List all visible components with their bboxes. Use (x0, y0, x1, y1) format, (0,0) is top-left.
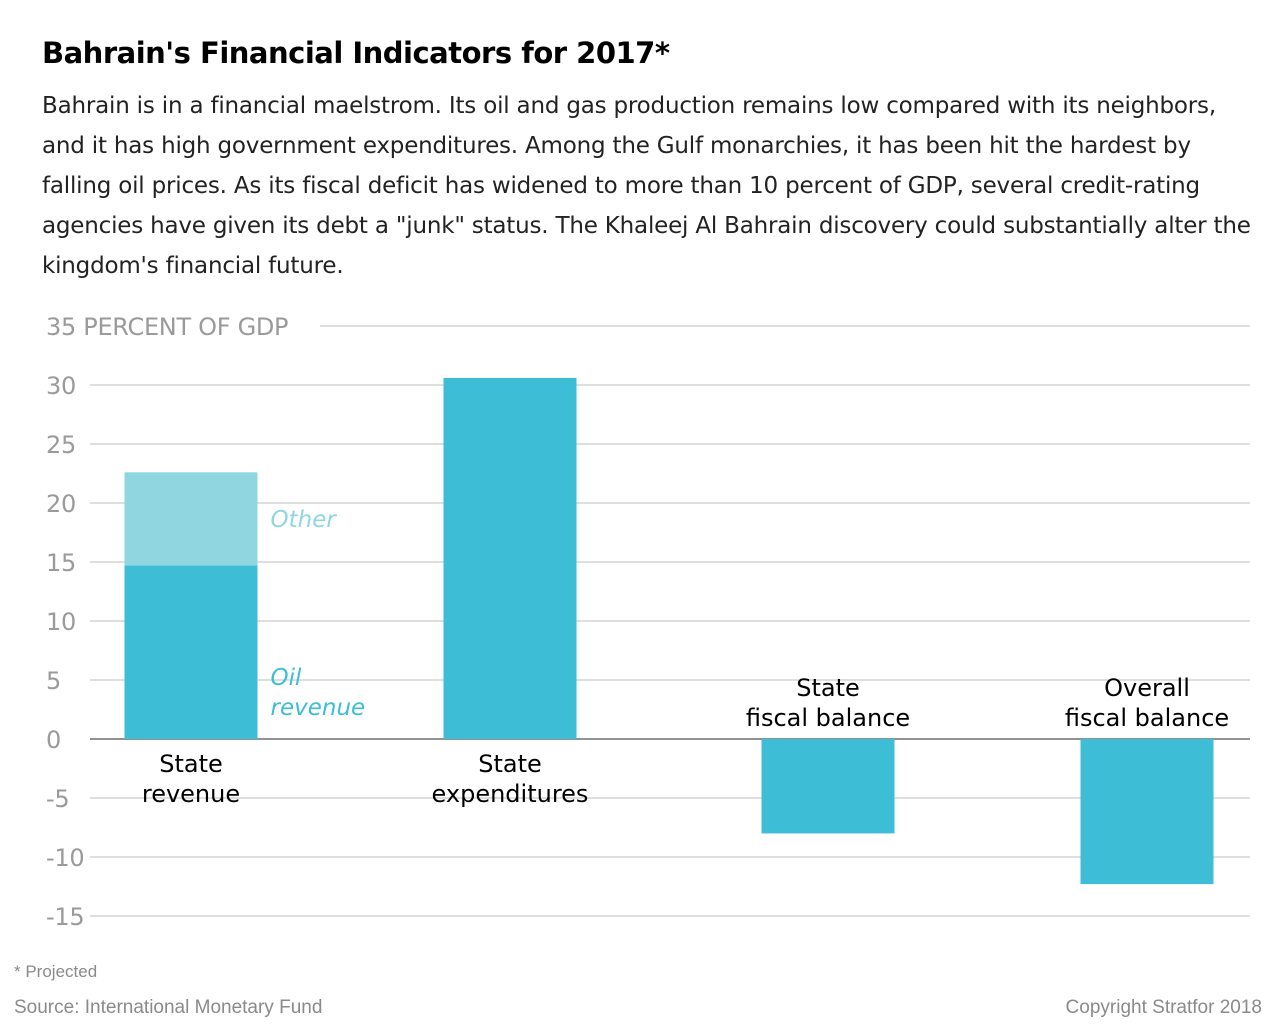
category-label: State (796, 674, 860, 702)
category-label: expenditures (432, 780, 589, 808)
copyright-note: Copyright Stratfor 2018 (1065, 997, 1262, 1018)
chart-title: Bahrain's Financial Indicators for 2017* (42, 36, 670, 70)
segment-label: Oil (271, 665, 302, 691)
segment-label: revenue (271, 695, 366, 721)
y-tick-label: -10 (46, 844, 84, 872)
footnote: * Projected (14, 962, 98, 981)
category-label: State (478, 750, 542, 778)
bar-segment (124, 472, 258, 566)
category-label: Overall (1104, 674, 1190, 702)
y-tick-label: -15 (46, 903, 84, 931)
bar-segment (124, 565, 258, 739)
y-tick-label: 20 (46, 490, 76, 518)
category-label: revenue (142, 780, 240, 808)
bar (761, 739, 895, 834)
category-label: State (159, 750, 223, 778)
y-tick-label: 25 (46, 431, 76, 459)
y-tick-label: 10 (46, 608, 76, 636)
y-tick-label: -5 (46, 785, 69, 813)
y-axis-label: 35 PERCENT OF GDP (46, 313, 288, 341)
bar (443, 377, 577, 739)
chart-subtitle: Bahrain is in a financial maelstrom. Its… (42, 93, 1251, 279)
y-tick-label: 5 (46, 667, 61, 695)
bar (1080, 739, 1214, 885)
y-tick-label: 0 (46, 726, 61, 754)
y-tick-label: 15 (46, 549, 76, 577)
segment-label: Other (271, 507, 338, 533)
y-tick-label: 30 (46, 372, 76, 400)
category-label: fiscal balance (1065, 704, 1229, 732)
category-label: fiscal balance (746, 704, 910, 732)
source-note: Source: International Monetary Fund (14, 997, 323, 1018)
